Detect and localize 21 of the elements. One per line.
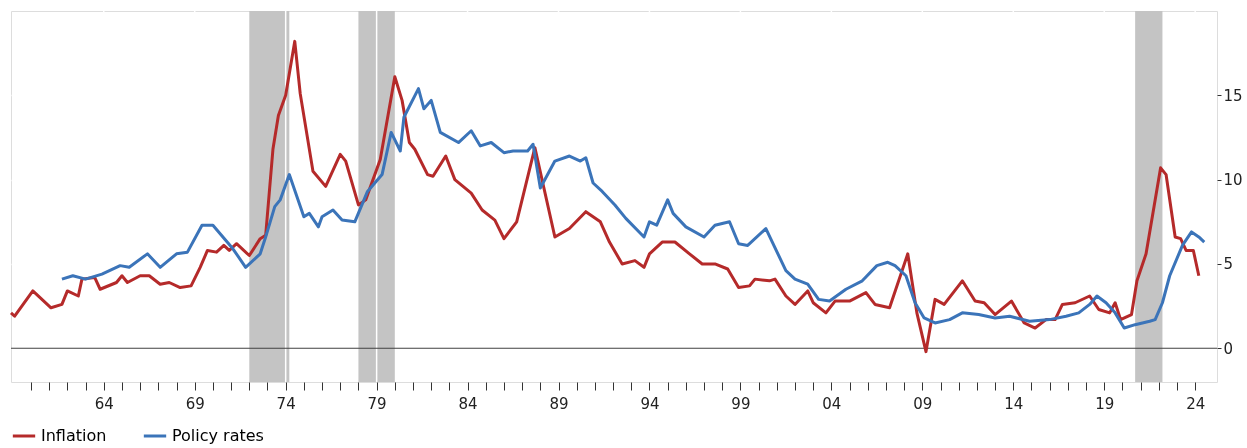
x-tick-label: 09 — [913, 394, 933, 413]
x-tick-label: 94 — [640, 394, 660, 413]
x-tick-label: 69 — [185, 394, 205, 413]
y-tick-label: 15 — [1223, 86, 1243, 105]
x-tick-label: 74 — [276, 394, 296, 413]
legend-label: Policy rates — [172, 426, 264, 445]
x-tick-label: 64 — [94, 394, 114, 413]
x-tick-label: 84 — [458, 394, 478, 413]
x-tick-label: 04 — [822, 394, 842, 413]
line-series — [9, 39, 1201, 354]
line-series — [60, 87, 1206, 330]
x-tick-label: 19 — [1095, 394, 1115, 413]
x-tick-label: 14 — [1004, 394, 1024, 413]
y-tick-label: 10 — [1223, 171, 1243, 190]
x-tick-label: 24 — [1186, 394, 1206, 413]
legend-label: Inflation — [41, 426, 107, 445]
y-tick-label: 0 — [1223, 339, 1234, 358]
x-tick-label: 89 — [549, 394, 569, 413]
y-tick-label: 5 — [1223, 255, 1234, 274]
x-tick-label: 99 — [731, 394, 751, 413]
x-tick-label: 79 — [367, 394, 387, 413]
